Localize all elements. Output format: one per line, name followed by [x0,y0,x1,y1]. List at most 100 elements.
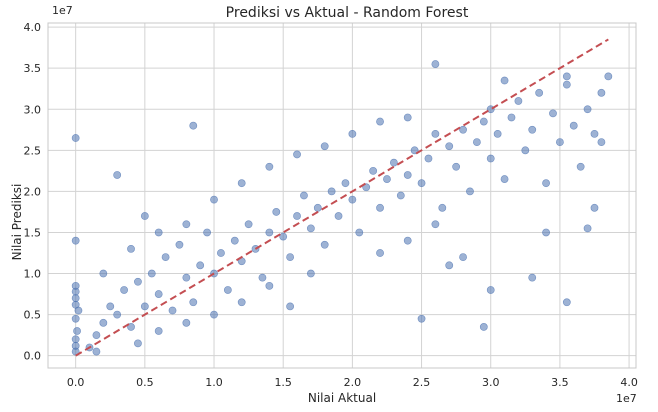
scatter-point [445,261,454,270]
scatter-point [320,240,329,249]
scatter-point [127,244,135,253]
y-tick-label: 1.0 [24,268,42,281]
scatter-point [313,203,322,212]
reference-line [75,38,609,357]
scatter-point [562,72,571,81]
scatter-point [258,273,267,282]
scatter-point [272,208,281,216]
scatter-point [265,281,274,290]
scatter-point [528,273,537,282]
scatter-point [134,277,142,286]
scatter-point [71,236,80,245]
scatter-point [376,117,384,126]
scatter-point [583,105,592,114]
x-tick-labels: 0.0 0.5 1.0 1.5 2.0 2.5 3.0 3.5 4.0 [67,376,638,389]
y-axis-label: Nilai Prediksi [10,184,24,261]
scatter-point [237,298,246,307]
scatter-point [140,302,149,311]
scatter-point [92,331,101,340]
scatter-point [161,253,170,262]
scatter-point [355,228,364,237]
grid-lines [48,23,636,368]
scatter-point [417,314,426,323]
scatter-point [452,162,461,171]
scatter-point [556,138,564,147]
scatter-point [120,286,128,294]
scatter-point [389,158,398,167]
scatter-point [113,310,122,319]
scatter-point [71,341,80,350]
scatter-point [293,212,301,220]
scatter-point [396,191,405,200]
y-tick-label: 0.0 [24,350,42,363]
scatter-point [597,88,606,97]
y-tick-label: 3.5 [24,62,42,75]
y-tick-label: 3.0 [24,103,42,116]
scatter-point [472,138,481,147]
scatter-point [210,310,218,319]
scatter-point [293,150,301,159]
scatter-point [306,224,315,233]
scatter-point [203,228,212,237]
x-tick-label: 4.0 [620,376,638,389]
plot-frame [47,22,637,369]
scatter-point [196,261,205,270]
scatter-points [71,60,613,356]
x-offset-label: 1e7 [616,392,637,405]
scatter-point [168,306,177,315]
scatter-point [320,142,329,151]
scatter-point [431,220,440,229]
scatter-point [154,290,163,298]
scatter-point [189,121,198,130]
y-offset-label: 1e7 [52,4,73,17]
scatter-point [403,236,412,245]
scatter-point [244,220,253,229]
scatter-point [327,187,336,196]
scatter-point [590,203,599,212]
scatter-point [154,228,163,237]
scatter-point [562,298,571,307]
scatter-point [549,109,557,118]
scatter-point [74,306,83,315]
scatter-point [479,323,488,331]
scatter-point [71,314,80,323]
y-tick-label: 2.0 [24,185,42,198]
y-tick-label: 4.0 [24,21,42,34]
scatter-point [576,162,585,171]
scatter-point [223,286,232,294]
scatter-point [134,339,142,348]
y-tick-label: 0.5 [24,309,42,322]
x-tick-label: 2.0 [344,376,362,389]
scatter-point [459,125,467,134]
scatter-point [348,129,357,138]
scatter-point [230,236,239,245]
scatter-point [424,154,433,163]
scatter-point [514,97,523,105]
scatter-point [493,129,502,138]
scatter-point [237,179,246,188]
scatter-point [403,113,412,122]
scatter-point [528,125,537,134]
scatter-point [362,183,371,192]
x-tick-label: 3.0 [482,376,500,389]
scatter-point [71,134,80,142]
scatter-point [265,228,274,237]
scatter-point [403,171,412,179]
scatter-point [140,212,149,220]
scatter-point [334,212,343,220]
x-tick-label: 1.0 [205,376,223,389]
scatter-point [445,142,454,151]
scatter-point [265,162,274,171]
chart-title: Prediksi vs Aktual - Random Forest [226,5,469,21]
scatter-point [535,88,544,97]
scatter-point [486,154,495,163]
scatter-point [459,253,467,262]
x-axis-label: Nilai Aktual [308,391,376,405]
scatter-point [189,298,198,307]
y-tick-label: 1.5 [24,226,42,239]
scatter-point [521,146,530,155]
scatter-point [154,327,163,335]
scatter-point [175,240,184,249]
x-tick-label: 1.5 [274,376,292,389]
